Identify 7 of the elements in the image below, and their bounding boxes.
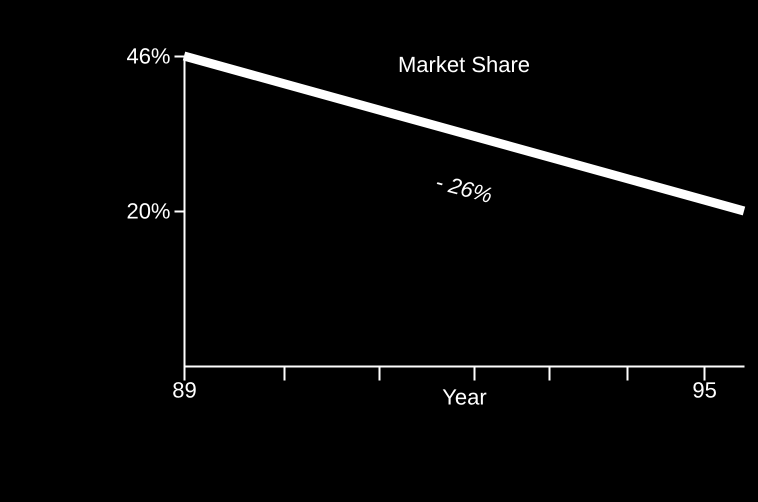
chart-title: Market Share [398, 52, 530, 77]
x-tick-label: 95 [692, 378, 717, 402]
x-tick-label: 89 [172, 378, 197, 402]
annotation: - 26% [433, 169, 496, 208]
y-tick-label: 46% [126, 44, 170, 68]
x-axis-title: Year [442, 384, 487, 410]
y-tick-label: 20% [126, 198, 170, 224]
